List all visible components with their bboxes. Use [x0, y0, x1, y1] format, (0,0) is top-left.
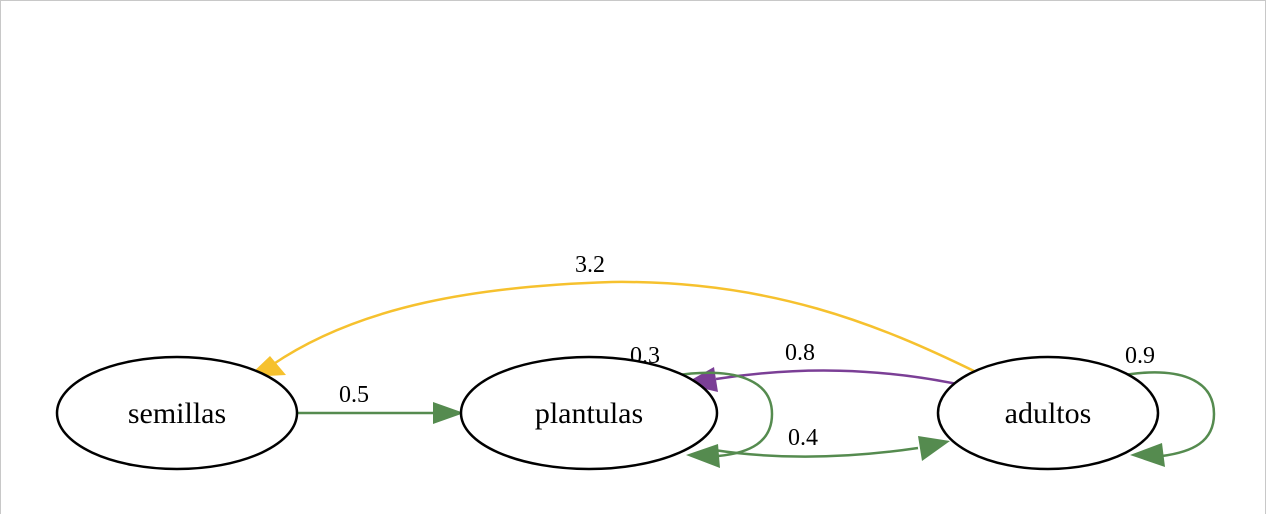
node-semillas-shape — [55, 355, 299, 471]
node-adultos-label: adultos — [1005, 397, 1092, 430]
node-semillas: semillas — [55, 355, 299, 471]
edge-adultos-self-arrowhead — [1130, 443, 1165, 467]
edge-adultos-self-line — [1117, 371, 1216, 458]
edge-plantulas-adultos-label: 0.4 — [788, 425, 818, 451]
node-plantulas-shape — [459, 355, 719, 471]
edge-plantulas-adultos-arrowhead — [918, 436, 950, 461]
edge-semillas-plantulas-label: 0.5 — [339, 382, 369, 408]
edge-semillas-plantulas: 0.5 — [296, 382, 464, 424]
edge-adultos-plantulas-label: 0.8 — [785, 340, 815, 366]
edge-adultos-semillas-line — [271, 280, 977, 374]
node-plantulas: plantulas — [459, 355, 719, 471]
edge-adultos-self-label: 0.9 — [1125, 343, 1155, 369]
node-semillas-label: semillas — [128, 397, 226, 430]
edge-plantulas-adultos: 0.4 — [713, 425, 950, 461]
edge-adultos-plantulas: 0.8 — [684, 340, 963, 392]
node-plantulas-label: plantulas — [535, 397, 643, 430]
edge-plantulas-self-line — [671, 371, 774, 458]
node-adultos: adultos — [936, 355, 1160, 471]
node-adultos-shape — [936, 355, 1160, 471]
edge-semillas-plantulas-arrowhead — [433, 402, 464, 424]
edge-adultos-semillas-label: 3.2 — [575, 252, 605, 278]
edge-adultos-plantulas-line — [715, 369, 963, 387]
edge-plantulas-self-arrowhead — [686, 444, 720, 468]
edge-adultos-self: 0.9 — [1117, 343, 1216, 467]
